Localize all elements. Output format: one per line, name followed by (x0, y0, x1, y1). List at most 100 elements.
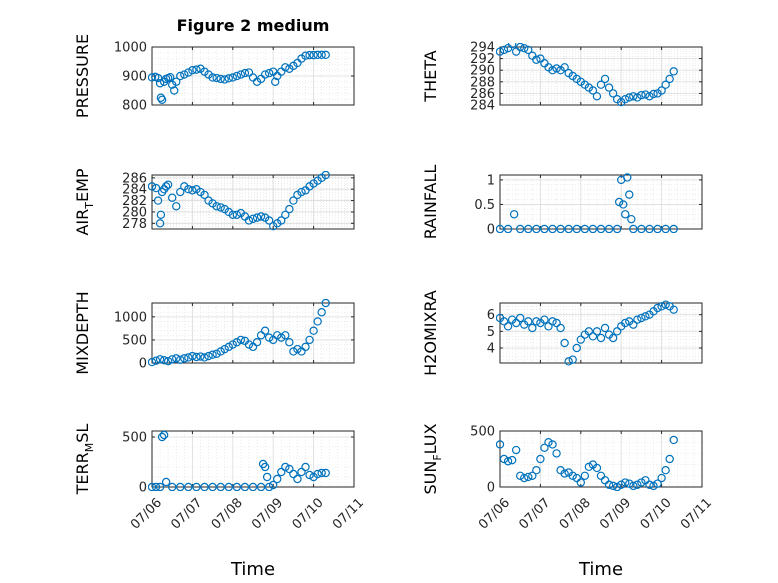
y-tick-label: 290 (470, 64, 495, 79)
x-axis-label: Time (230, 559, 275, 580)
plot-area (500, 175, 702, 229)
data-point (200, 190, 209, 200)
data-point (240, 482, 250, 491)
y-axis-label: AIRTEMP (73, 168, 96, 235)
data-point (653, 303, 662, 313)
data-point (309, 50, 318, 60)
data-point (285, 204, 294, 214)
data-point (637, 478, 646, 487)
data-point (313, 317, 322, 326)
data-point (277, 467, 286, 477)
data-point (184, 353, 193, 362)
data-point (301, 342, 310, 352)
data-point (520, 473, 529, 483)
data-point (224, 482, 233, 491)
data-point (645, 480, 654, 489)
data-point (627, 214, 636, 224)
data-point (608, 333, 618, 343)
data-point (496, 440, 505, 449)
axes-box (151, 302, 355, 364)
data-point (220, 75, 229, 84)
data-point (285, 464, 294, 474)
axes-box (499, 302, 703, 364)
data-point (293, 344, 302, 354)
x-tick-label: 07/09 (249, 495, 286, 532)
data-point (560, 63, 569, 72)
data-point (260, 70, 270, 79)
data-point (301, 51, 310, 60)
data-point (516, 471, 525, 480)
y-tick-label: 500 (122, 431, 147, 446)
data-point (584, 462, 594, 472)
data-point (180, 354, 189, 363)
data-point (297, 187, 306, 197)
data-point (281, 331, 290, 340)
data-point (552, 318, 561, 328)
data-point (200, 482, 209, 491)
data-point (269, 480, 278, 490)
y-tick-label: 0 (487, 223, 495, 238)
subplot-terr-msl: 0 500 07/06 07/07 07/08 07/09 07/10 07/11 Time TE… (73, 424, 367, 580)
data-point (232, 482, 242, 491)
data-point (637, 313, 646, 323)
data-point (516, 43, 525, 52)
data-point (161, 477, 171, 487)
data-point (516, 224, 525, 233)
data-series (148, 430, 330, 491)
data-point (321, 171, 330, 180)
data-point (188, 65, 197, 75)
data-point (208, 73, 217, 82)
data-point (669, 224, 678, 233)
data-point (572, 343, 581, 353)
data-point (151, 183, 161, 193)
data-point (156, 93, 166, 102)
data-point (657, 473, 666, 483)
data-point (623, 173, 632, 182)
y-tick-label: 500 (470, 425, 495, 440)
data-point (148, 482, 157, 491)
data-point (305, 335, 314, 345)
data-series (496, 435, 678, 491)
data-point (216, 203, 225, 212)
data-series (496, 300, 678, 366)
data-point (532, 466, 541, 475)
y-tick-label: 0 (139, 481, 147, 496)
data-point (212, 73, 221, 83)
data-point (499, 454, 509, 464)
data-point (192, 352, 201, 362)
data-point (657, 86, 666, 95)
data-point (503, 322, 513, 331)
y-axis-label: SUNFLUX (421, 423, 444, 494)
data-point (264, 216, 274, 225)
data-point (277, 333, 286, 342)
data-point (669, 435, 678, 445)
data-point (172, 202, 181, 211)
data-point (256, 212, 266, 221)
data-point (184, 185, 193, 194)
data-point (629, 224, 638, 233)
data-point (289, 196, 298, 205)
data-point (528, 471, 537, 480)
data-point (317, 308, 326, 317)
data-point (544, 438, 553, 447)
data-point (309, 326, 318, 335)
data-point (532, 317, 541, 326)
data-point (232, 338, 242, 347)
data-point (176, 187, 185, 197)
x-tick-label: 07/07 (168, 495, 205, 532)
data-point (552, 449, 561, 458)
data-point (604, 480, 614, 489)
data-point (273, 331, 282, 340)
data-point (165, 72, 175, 82)
data-point (665, 454, 674, 464)
data-point (321, 299, 330, 308)
y-tick-label: 1000 (114, 310, 147, 325)
data-point (532, 55, 541, 64)
x-tick-label: 07/10 (290, 495, 327, 532)
subplot-rainfall: 0 0.5 1 RAINFALL (421, 165, 703, 239)
data-point (496, 47, 505, 56)
data-point (612, 327, 622, 336)
data-point (645, 224, 654, 233)
data-point (167, 355, 177, 364)
data-point (192, 65, 201, 74)
